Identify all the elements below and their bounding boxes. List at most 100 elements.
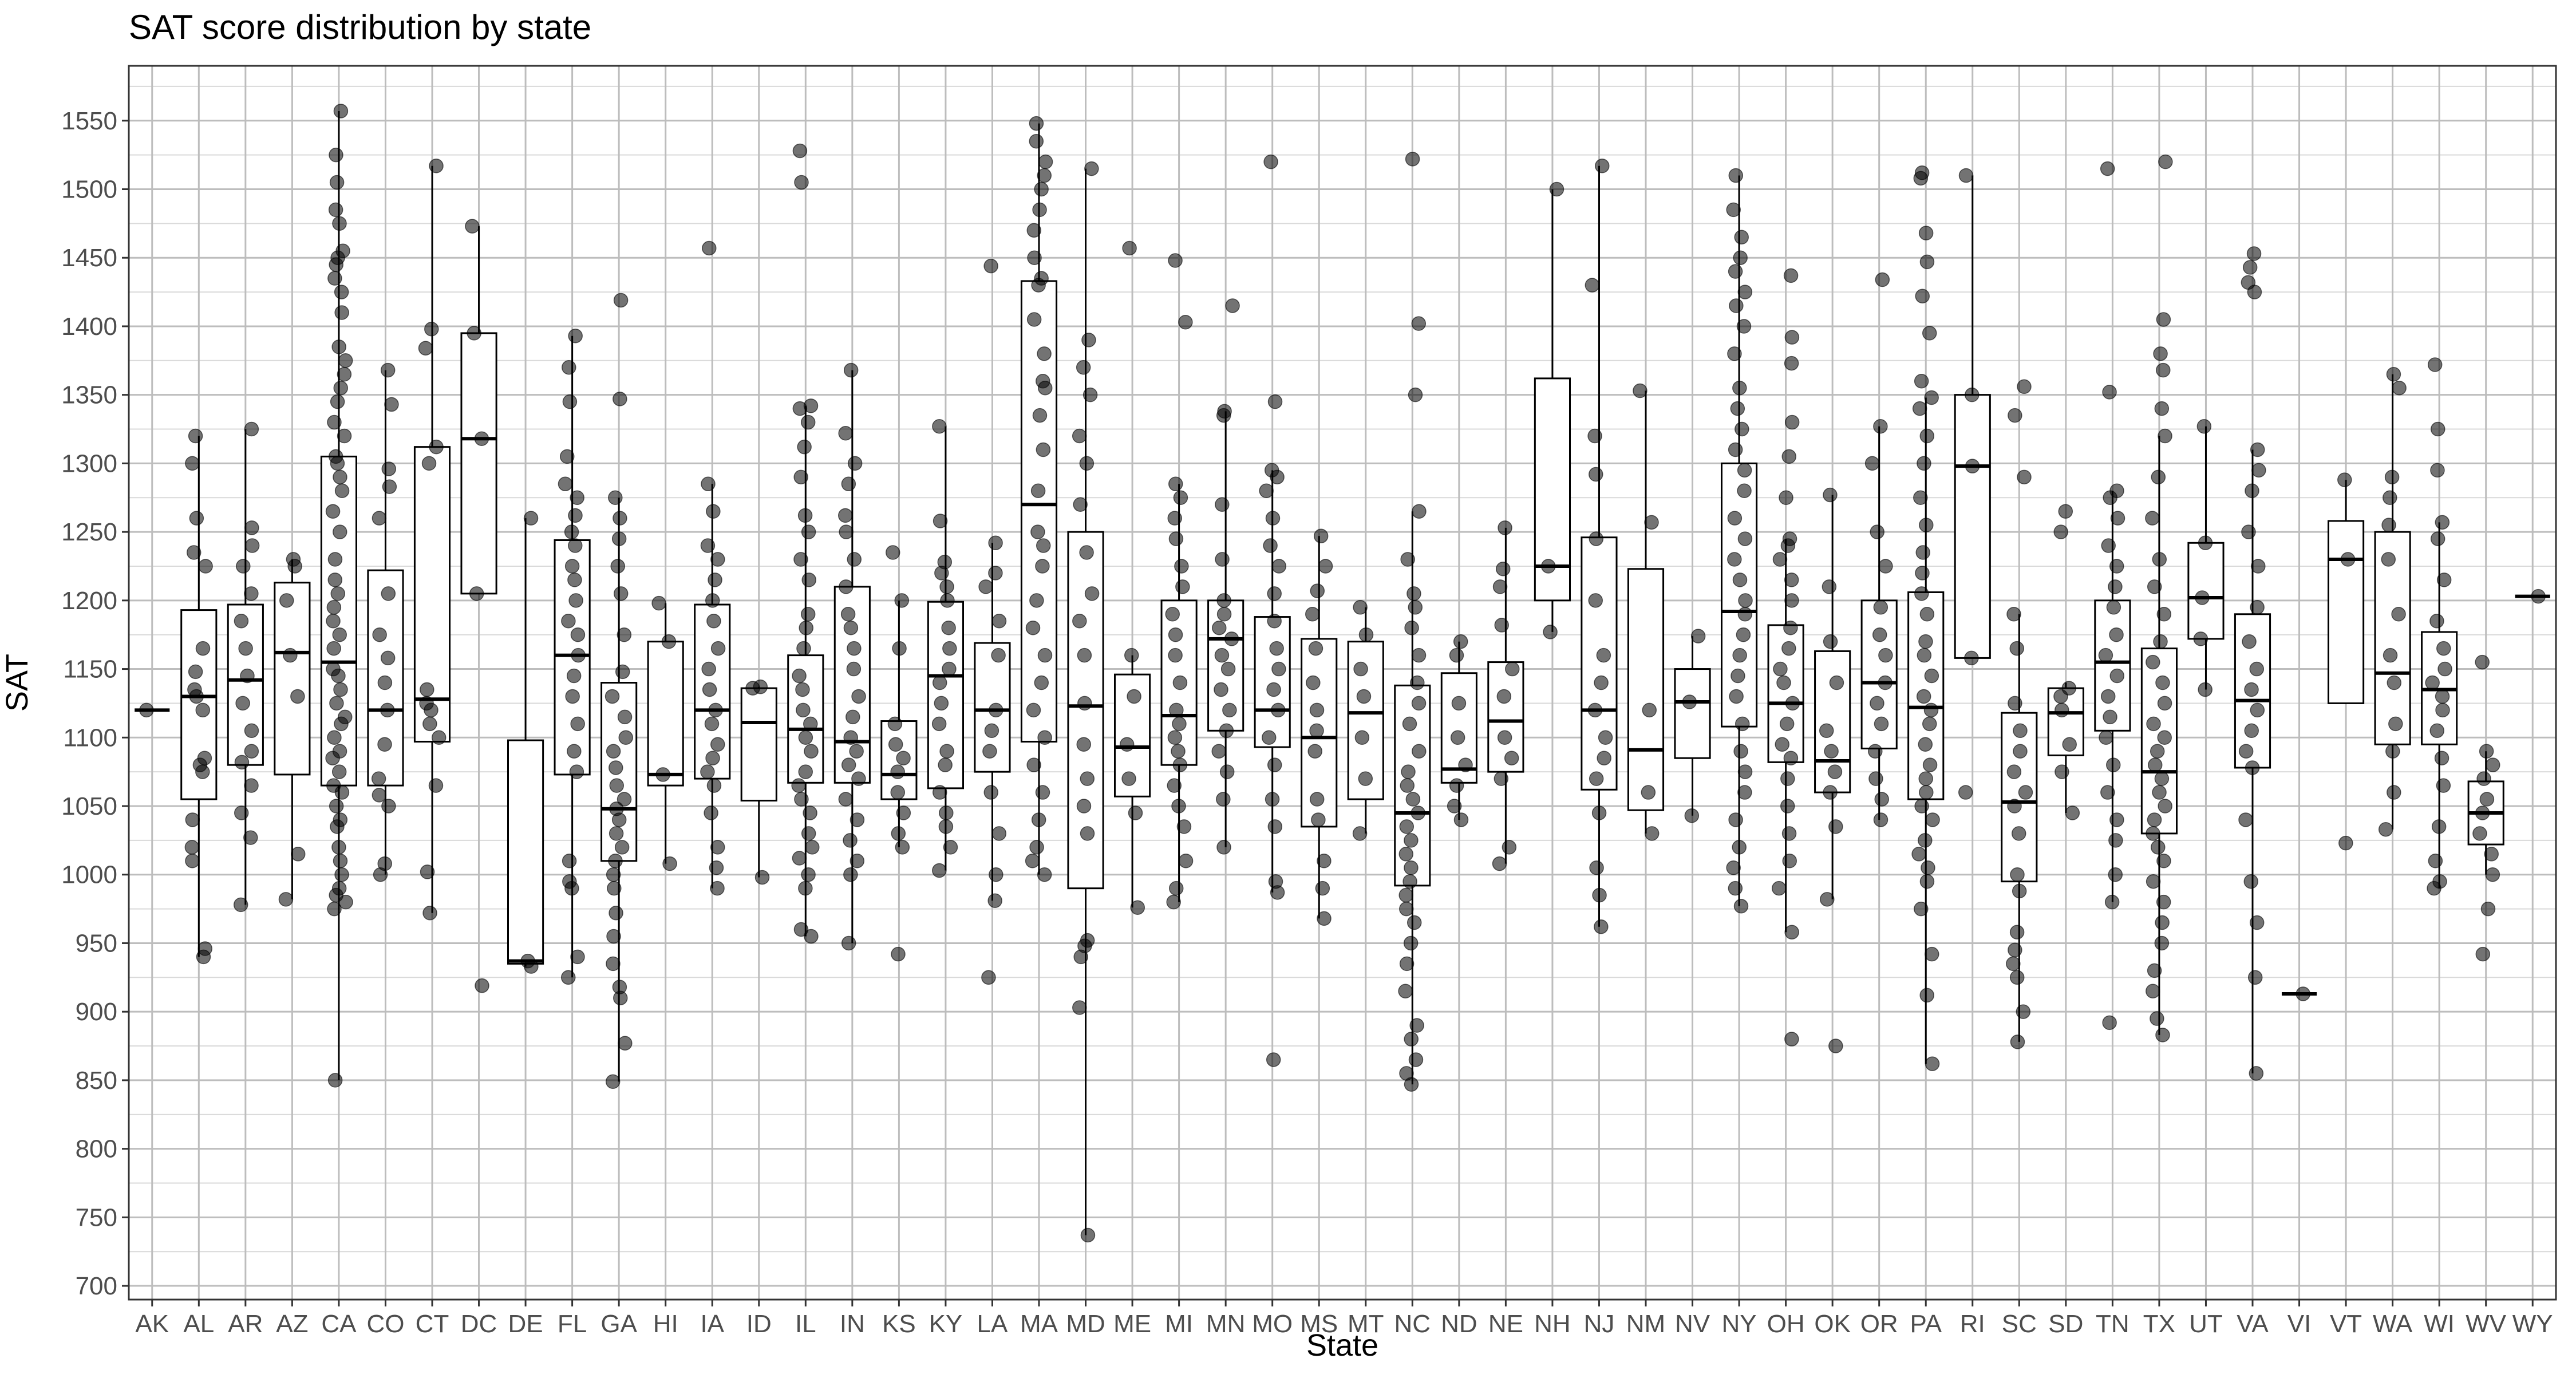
data-point-in bbox=[839, 524, 854, 539]
data-point-ia bbox=[708, 702, 723, 718]
data-point-tn bbox=[2103, 709, 2117, 725]
data-point-nc bbox=[1400, 552, 1415, 567]
data-point-fl bbox=[569, 764, 584, 779]
data-point-tn bbox=[2109, 483, 2124, 499]
data-point-va bbox=[2249, 1066, 2264, 1081]
data-point-mo bbox=[1266, 682, 1281, 697]
data-point-wv bbox=[2484, 847, 2499, 862]
data-point-ca bbox=[329, 147, 343, 163]
data-point-id bbox=[754, 870, 770, 885]
data-point-ca bbox=[328, 449, 343, 464]
data-point-la bbox=[988, 535, 1003, 551]
data-point-co bbox=[381, 461, 397, 476]
data-point-me bbox=[1124, 647, 1139, 663]
data-point-ga bbox=[612, 980, 627, 994]
data-point-az bbox=[283, 647, 298, 663]
chart-title: SAT score distribution by state bbox=[129, 8, 591, 46]
data-point-ar bbox=[234, 806, 249, 820]
data-point-ok bbox=[1824, 744, 1839, 759]
data-point-in bbox=[846, 661, 862, 677]
data-point-ar bbox=[244, 538, 260, 553]
data-point-tx bbox=[2156, 362, 2171, 378]
data-point-oh bbox=[1783, 620, 1798, 635]
x-tick-label-oh: OH bbox=[1767, 1310, 1805, 1338]
data-point-va bbox=[2249, 915, 2265, 930]
data-point-ny bbox=[1737, 483, 1752, 499]
data-point-ca bbox=[327, 552, 343, 567]
data-point-ma bbox=[1037, 867, 1052, 882]
data-point-nj bbox=[1589, 467, 1603, 482]
data-point-ms bbox=[1309, 792, 1325, 807]
data-point-ma bbox=[1037, 730, 1052, 745]
data-point-md bbox=[1080, 933, 1095, 948]
data-point-mi bbox=[1168, 253, 1183, 268]
data-point-pa bbox=[1919, 428, 1935, 444]
box-nv bbox=[1674, 636, 1711, 816]
data-point-ca bbox=[334, 305, 349, 320]
data-point-id bbox=[753, 679, 768, 694]
data-point-ca bbox=[334, 285, 349, 299]
x-tick-label-ct: CT bbox=[416, 1310, 449, 1338]
data-point-or bbox=[1873, 418, 1888, 434]
data-point-il bbox=[792, 143, 808, 159]
x-tick-label-ar: AR bbox=[228, 1310, 263, 1338]
data-point-ma bbox=[1036, 442, 1051, 457]
data-point-mn bbox=[1219, 764, 1235, 779]
data-point-ia bbox=[705, 751, 720, 765]
data-point-ia bbox=[702, 240, 717, 256]
x-tick-label-ms: MS bbox=[1300, 1310, 1338, 1338]
data-point-mn bbox=[1222, 702, 1237, 718]
data-point-sc bbox=[2011, 826, 2026, 841]
data-point-mt bbox=[1356, 689, 1372, 704]
data-point-fl bbox=[565, 689, 580, 704]
data-point-mn bbox=[1215, 552, 1230, 567]
data-point-md bbox=[1080, 1227, 1096, 1243]
data-point-ks bbox=[891, 946, 906, 962]
data-point-mo bbox=[1264, 463, 1279, 478]
data-point-ms bbox=[1310, 583, 1325, 598]
data-point-pa bbox=[1923, 702, 1939, 718]
data-point-ar bbox=[244, 586, 259, 601]
data-point-in bbox=[838, 425, 853, 441]
data-point-ny bbox=[1726, 860, 1741, 875]
data-point-md bbox=[1076, 737, 1091, 752]
data-point-or bbox=[1878, 675, 1893, 690]
data-point-fl bbox=[568, 508, 583, 523]
data-point-va bbox=[2244, 723, 2259, 739]
data-point-ia bbox=[706, 504, 721, 519]
data-point-wa bbox=[2388, 716, 2403, 732]
data-point-ar bbox=[234, 614, 249, 629]
data-point-wv bbox=[2475, 806, 2490, 820]
y-tick-label: 900 bbox=[76, 998, 117, 1026]
data-point-mo bbox=[1271, 661, 1286, 677]
data-point-ma bbox=[1037, 168, 1052, 183]
y-axis: 700 750 800 850 900 950 1000 1050 1100 1150 1200 12… bbox=[61, 107, 129, 1300]
data-point-mn bbox=[1216, 840, 1231, 855]
iqr-box bbox=[1954, 394, 1991, 659]
data-point-wi bbox=[2436, 572, 2452, 587]
box-dc bbox=[460, 226, 497, 595]
iqr-box bbox=[274, 582, 311, 776]
box-ut bbox=[2187, 426, 2225, 690]
x-tick-label-mt: MT bbox=[1348, 1310, 1384, 1338]
data-point-tn bbox=[2109, 627, 2124, 642]
data-point-tn bbox=[2104, 894, 2120, 910]
data-point-ct bbox=[420, 682, 434, 697]
data-point-co bbox=[381, 586, 396, 601]
y-tick-label: 850 bbox=[76, 1067, 117, 1095]
data-point-ky bbox=[932, 418, 947, 434]
data-point-nc bbox=[1411, 647, 1427, 663]
data-point-il bbox=[796, 641, 811, 656]
x-tick-label-co: CO bbox=[366, 1310, 404, 1338]
data-point-ia bbox=[710, 552, 725, 567]
data-point-va bbox=[2238, 812, 2253, 827]
data-point-al bbox=[197, 751, 212, 765]
data-point-pa bbox=[1919, 785, 1934, 800]
data-point-in bbox=[850, 854, 865, 868]
data-point-ca bbox=[332, 744, 347, 759]
data-point-fl bbox=[559, 449, 575, 464]
data-point-nv bbox=[1684, 808, 1700, 823]
iqr-box bbox=[1674, 668, 1711, 759]
data-point-fl bbox=[570, 716, 585, 732]
y-tick-label: 1450 bbox=[61, 244, 117, 272]
